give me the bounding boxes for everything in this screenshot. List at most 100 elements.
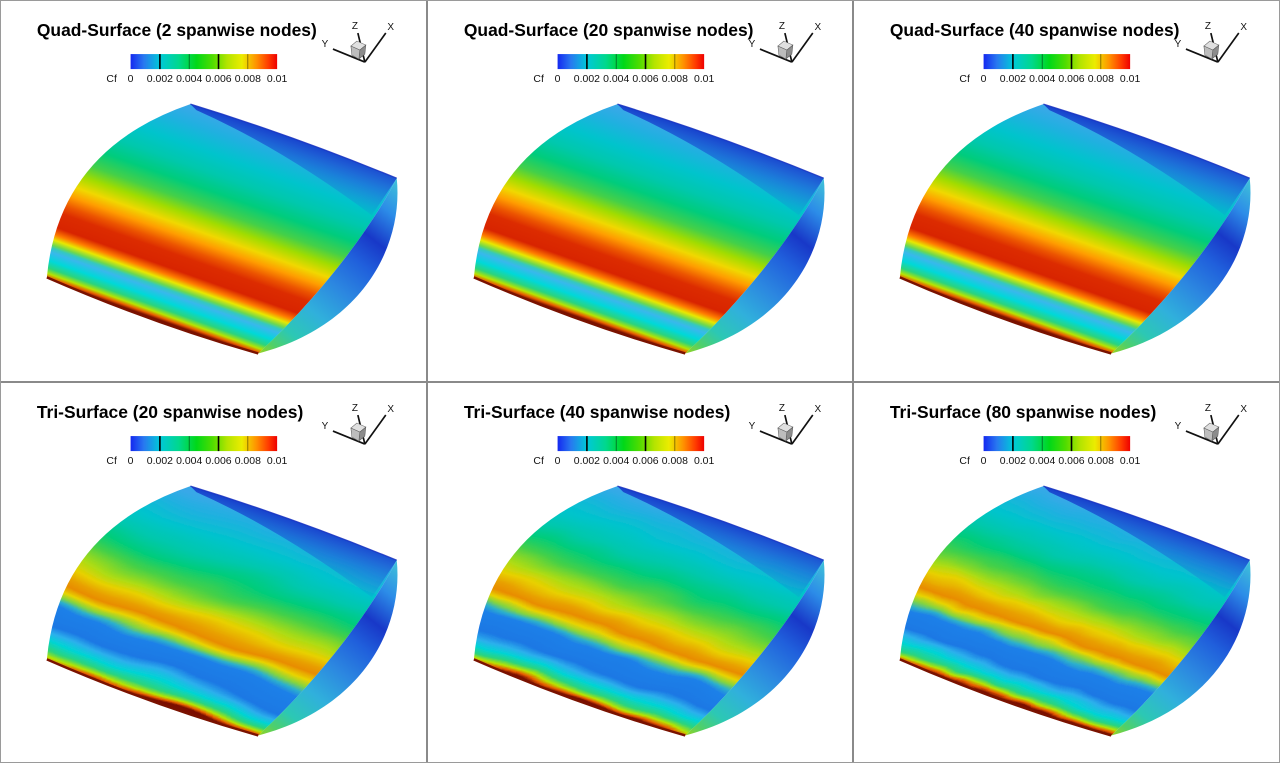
panel-quad-40: Quad-Surface (40 spanwise nodes) Cf 0 0.… [854, 1, 1279, 381]
trailing-edge-line [1043, 103, 1251, 179]
x-axis-line [364, 32, 387, 63]
panel-title: Quad-Surface (20 spanwise nodes) [464, 20, 754, 40]
trailing-edge-dark-band [1043, 485, 1251, 597]
leading-edge-attachment-line [899, 657, 1112, 737]
trailing-edge-line [190, 103, 397, 179]
x-axis-line [790, 32, 814, 63]
colorbar-tick-label: 0.002 [573, 74, 599, 85]
wing-tip-section [1111, 178, 1251, 354]
colorbar-variable-label: Cf [960, 74, 971, 85]
wing-upper-surface-contours [900, 104, 1251, 354]
axes-triad: Z X Y [748, 21, 821, 63]
colorbar-tick-label: 0.01 [694, 456, 715, 467]
wing-upper-surface-contours [473, 104, 824, 354]
x-axis-label: X [1241, 404, 1248, 415]
panel-canvas: Quad-Surface (40 spanwise nodes) Cf 0 0.… [890, 20, 1251, 355]
panel-quad-2: Quad-Surface (2 spanwise nodes) Cf 0 0.0… [1, 1, 426, 381]
colorbar-tick-label: 0.002 [147, 74, 173, 85]
x-axis-line [790, 414, 814, 445]
x-axis-label: X [387, 404, 394, 415]
colorbar-tick-label: 0.01 [1120, 74, 1141, 85]
colorbar-tick-label: 0 [981, 456, 987, 467]
colorbar-tick-label: 0.006 [632, 456, 658, 467]
axes-triad: Z X Y [1175, 403, 1248, 445]
colorbar-gradient-bar [130, 54, 278, 70]
colorbar-tick-label: 0.004 [603, 456, 629, 467]
wing-contour-view [473, 485, 825, 737]
wing-tip-section [684, 178, 825, 354]
colorbar-tick-label: 0.004 [603, 74, 629, 85]
colorbar: Cf 0 0.002 0.004 0.006 0.008 0.01 [533, 435, 715, 467]
colorbar-tick-label: 0.008 [661, 74, 687, 85]
z-axis-label: Z [1205, 403, 1211, 414]
colorbar-tick-label: 0.008 [1088, 456, 1114, 467]
wing-upper-surface-contours [46, 104, 397, 354]
wing-tip-section [1111, 559, 1251, 735]
colorbar-tick-label: 0.01 [267, 456, 288, 467]
wing-tip-section [684, 559, 825, 735]
z-axis-label: Z [352, 21, 358, 32]
y-axis-line [759, 48, 792, 63]
trailing-edge-line [1043, 485, 1251, 561]
wing-upper-surface-contours [46, 485, 397, 735]
y-axis-label: Y [748, 39, 755, 50]
z-axis-label: Z [1205, 21, 1211, 32]
colorbar: Cf 0 0.002 0.004 0.006 0.008 0.01 [960, 54, 1141, 85]
colorbar-tick-label: 0.002 [573, 456, 599, 467]
z-axis-label: Z [779, 21, 785, 32]
x-axis-label: X [1241, 22, 1248, 33]
panel-tri-40: Tri-Surface (40 spanwise nodes) Cf 0 0.0… [427, 382, 853, 762]
orientation-cube-icon [350, 40, 367, 60]
colorbar-tick-label: 0.006 [205, 74, 231, 85]
y-axis-line [332, 48, 366, 63]
axes-triad: Z X Y [322, 403, 394, 445]
y-axis-label: Y [1175, 421, 1182, 432]
wing-upper-surface-contours [900, 485, 1251, 735]
colorbar-variable-label: Cf [106, 456, 117, 467]
leading-edge-attachment-line [899, 276, 1112, 355]
colorbar-tick-label: 0.006 [205, 456, 231, 467]
colorbar-tick-label: 0 [554, 456, 560, 467]
y-axis-label: Y [322, 421, 329, 432]
colorbar: Cf 0 0.002 0.004 0.006 0.008 0.01 [533, 54, 714, 85]
colorbar-tick-label: 0 [128, 456, 134, 467]
colorbar-tick-label: 0.002 [147, 456, 173, 467]
y-axis-line [1185, 429, 1219, 445]
colorbar-tick-label: 0 [128, 74, 134, 85]
trailing-edge-line [616, 485, 824, 561]
colorbar-tick-label: 0.01 [694, 74, 715, 85]
trailing-edge-dark-band [190, 104, 397, 216]
wing-contour-view [46, 103, 398, 355]
wing-contour-view [473, 103, 825, 355]
colorbar-tick-label: 0.004 [176, 74, 202, 85]
colorbar: Cf 0 0.002 0.004 0.006 0.008 0.01 [106, 54, 287, 85]
axes-triad: Z X Y [322, 21, 394, 63]
colorbar-gradient-bar [557, 435, 704, 451]
y-axis-line [332, 429, 366, 445]
leading-edge-attachment-line [46, 276, 259, 355]
panel-tri-80: Tri-Surface (80 spanwise nodes) Cf 0 0.0… [854, 382, 1279, 762]
orientation-cube-icon [1203, 40, 1220, 60]
colorbar-tick-label: 0.008 [1088, 74, 1114, 85]
x-axis-line [1217, 32, 1240, 63]
x-axis-label: X [814, 404, 821, 415]
panel-title: Tri-Surface (20 spanwise nodes) [37, 402, 303, 422]
colorbar-variable-label: Cf [106, 74, 117, 85]
panel-canvas: Tri-Surface (40 spanwise nodes) Cf 0 0.0… [464, 402, 825, 737]
colorbar-variable-label: Cf [533, 456, 544, 467]
panel-quad-20: Quad-Surface (20 spanwise nodes) Cf 0 0.… [427, 1, 853, 381]
colorbar-tick-label: 0.01 [267, 74, 288, 85]
leading-edge-attachment-line [46, 657, 259, 737]
orientation-cube-icon [777, 40, 793, 60]
panel-canvas: Tri-Surface (80 spanwise nodes) Cf 0 0.0… [890, 402, 1251, 737]
colorbar-tick-label: 0.004 [1029, 456, 1055, 467]
colorbar-tick-label: 0.01 [1120, 456, 1141, 467]
colorbar-gradient-bar [130, 435, 278, 451]
trailing-edge-line [190, 485, 397, 561]
colorbar-tick-label: 0 [981, 74, 987, 85]
colorbar-tick-label: 0.008 [661, 456, 687, 467]
x-axis-label: X [814, 22, 821, 33]
z-axis-label: Z [352, 403, 358, 414]
colorbar-tick-label: 0.004 [1029, 74, 1055, 85]
